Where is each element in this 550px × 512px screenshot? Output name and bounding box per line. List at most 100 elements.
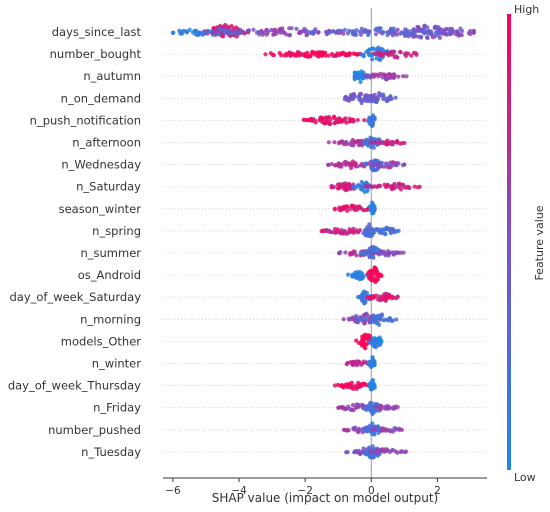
- x-axis-label: SHAP value (impact on model output): [212, 491, 439, 505]
- shap-point: [396, 161, 401, 166]
- shap-point: [391, 72, 396, 77]
- shap-point: [343, 140, 348, 145]
- shap-point: [351, 426, 356, 431]
- shap-point: [355, 320, 360, 325]
- shap-point: [357, 317, 362, 322]
- feature-label: season_winter: [59, 202, 142, 216]
- shap-point: [231, 28, 236, 33]
- shap-point: [354, 28, 359, 33]
- shap-point: [336, 185, 341, 190]
- shap-point: [358, 32, 364, 37]
- shap-point: [391, 75, 396, 80]
- shap-point: [370, 46, 376, 52]
- shap-point: [304, 33, 309, 38]
- shap-point: [354, 52, 359, 57]
- shap-point: [374, 315, 379, 320]
- shap-point: [393, 250, 398, 255]
- shap-point: [372, 432, 377, 437]
- shap-point: [369, 94, 374, 99]
- shap-point: [352, 450, 357, 455]
- shap-point: [422, 24, 427, 30]
- shap-point: [362, 118, 367, 123]
- shap-point: [332, 383, 337, 388]
- shap-point: [370, 444, 375, 449]
- shap-point: [458, 26, 463, 31]
- shap-point: [365, 184, 371, 189]
- shap-point: [352, 32, 357, 37]
- shap-point: [246, 28, 252, 33]
- shap-point: [373, 168, 378, 173]
- shap-point: [263, 52, 268, 57]
- feature-label: day_of_week_Thursday: [8, 379, 141, 393]
- shap-point: [398, 187, 403, 192]
- shap-point: [357, 95, 362, 101]
- shap-point: [370, 381, 375, 386]
- shap-point: [374, 268, 379, 273]
- shap-point: [425, 35, 430, 41]
- shap-point: [251, 27, 256, 32]
- shap-point: [383, 427, 388, 432]
- shap-point: [414, 52, 419, 57]
- shap-point: [453, 32, 458, 37]
- shap-point: [390, 33, 395, 38]
- shap-point: [403, 27, 408, 32]
- shap-point: [324, 117, 329, 122]
- shap-point: [382, 406, 387, 411]
- shap-point: [392, 163, 397, 168]
- shap-point: [346, 161, 351, 166]
- shap-point: [187, 27, 192, 32]
- shap-point: [339, 228, 344, 233]
- shap-point: [359, 100, 364, 106]
- shap-point: [356, 360, 361, 365]
- shap-point: [373, 137, 378, 142]
- shap-point: [421, 30, 427, 35]
- colorbar-low-label: Low: [514, 471, 536, 484]
- shap-point: [378, 26, 383, 31]
- shap-point: [367, 222, 372, 227]
- shap-point: [397, 426, 402, 431]
- shap-point: [179, 29, 184, 34]
- shap-point: [337, 207, 342, 212]
- shap-point: [363, 74, 368, 79]
- shap-point: [364, 315, 369, 320]
- shap-point: [359, 26, 364, 31]
- shap-point: [234, 25, 239, 30]
- shap-point: [331, 184, 337, 190]
- shap-point: [372, 116, 377, 121]
- shap-point: [384, 76, 389, 81]
- shap-point: [216, 29, 222, 34]
- shap-point: [351, 184, 356, 189]
- shap-point: [369, 427, 375, 432]
- shap-point: [326, 140, 331, 145]
- shap-point: [358, 141, 363, 146]
- shap-point: [403, 53, 409, 59]
- shap-point: [367, 445, 372, 450]
- shap-point: [331, 53, 336, 59]
- shap-point: [335, 118, 340, 123]
- shap-point: [373, 140, 378, 145]
- shap-point: [363, 249, 368, 254]
- shap-point: [301, 117, 306, 122]
- shap-point: [390, 51, 395, 56]
- shap-point: [366, 94, 371, 99]
- shap-point: [349, 380, 354, 385]
- shap-point: [367, 254, 372, 259]
- shap-point: [360, 449, 365, 454]
- shap-point: [366, 117, 371, 122]
- shap-point: [194, 29, 199, 34]
- shap-point: [344, 450, 349, 455]
- shap-point: [375, 450, 380, 455]
- shap-point: [389, 428, 394, 433]
- shap-point: [221, 28, 226, 33]
- shap-point: [367, 295, 372, 300]
- shap-point: [372, 184, 377, 189]
- shap-point: [387, 316, 392, 321]
- shap-point: [363, 252, 368, 257]
- shap-point: [402, 30, 407, 35]
- shap-point: [369, 120, 374, 125]
- shap-point: [329, 162, 334, 167]
- shap-point: [384, 98, 389, 103]
- shap-point: [382, 292, 387, 297]
- shap-point: [366, 340, 372, 345]
